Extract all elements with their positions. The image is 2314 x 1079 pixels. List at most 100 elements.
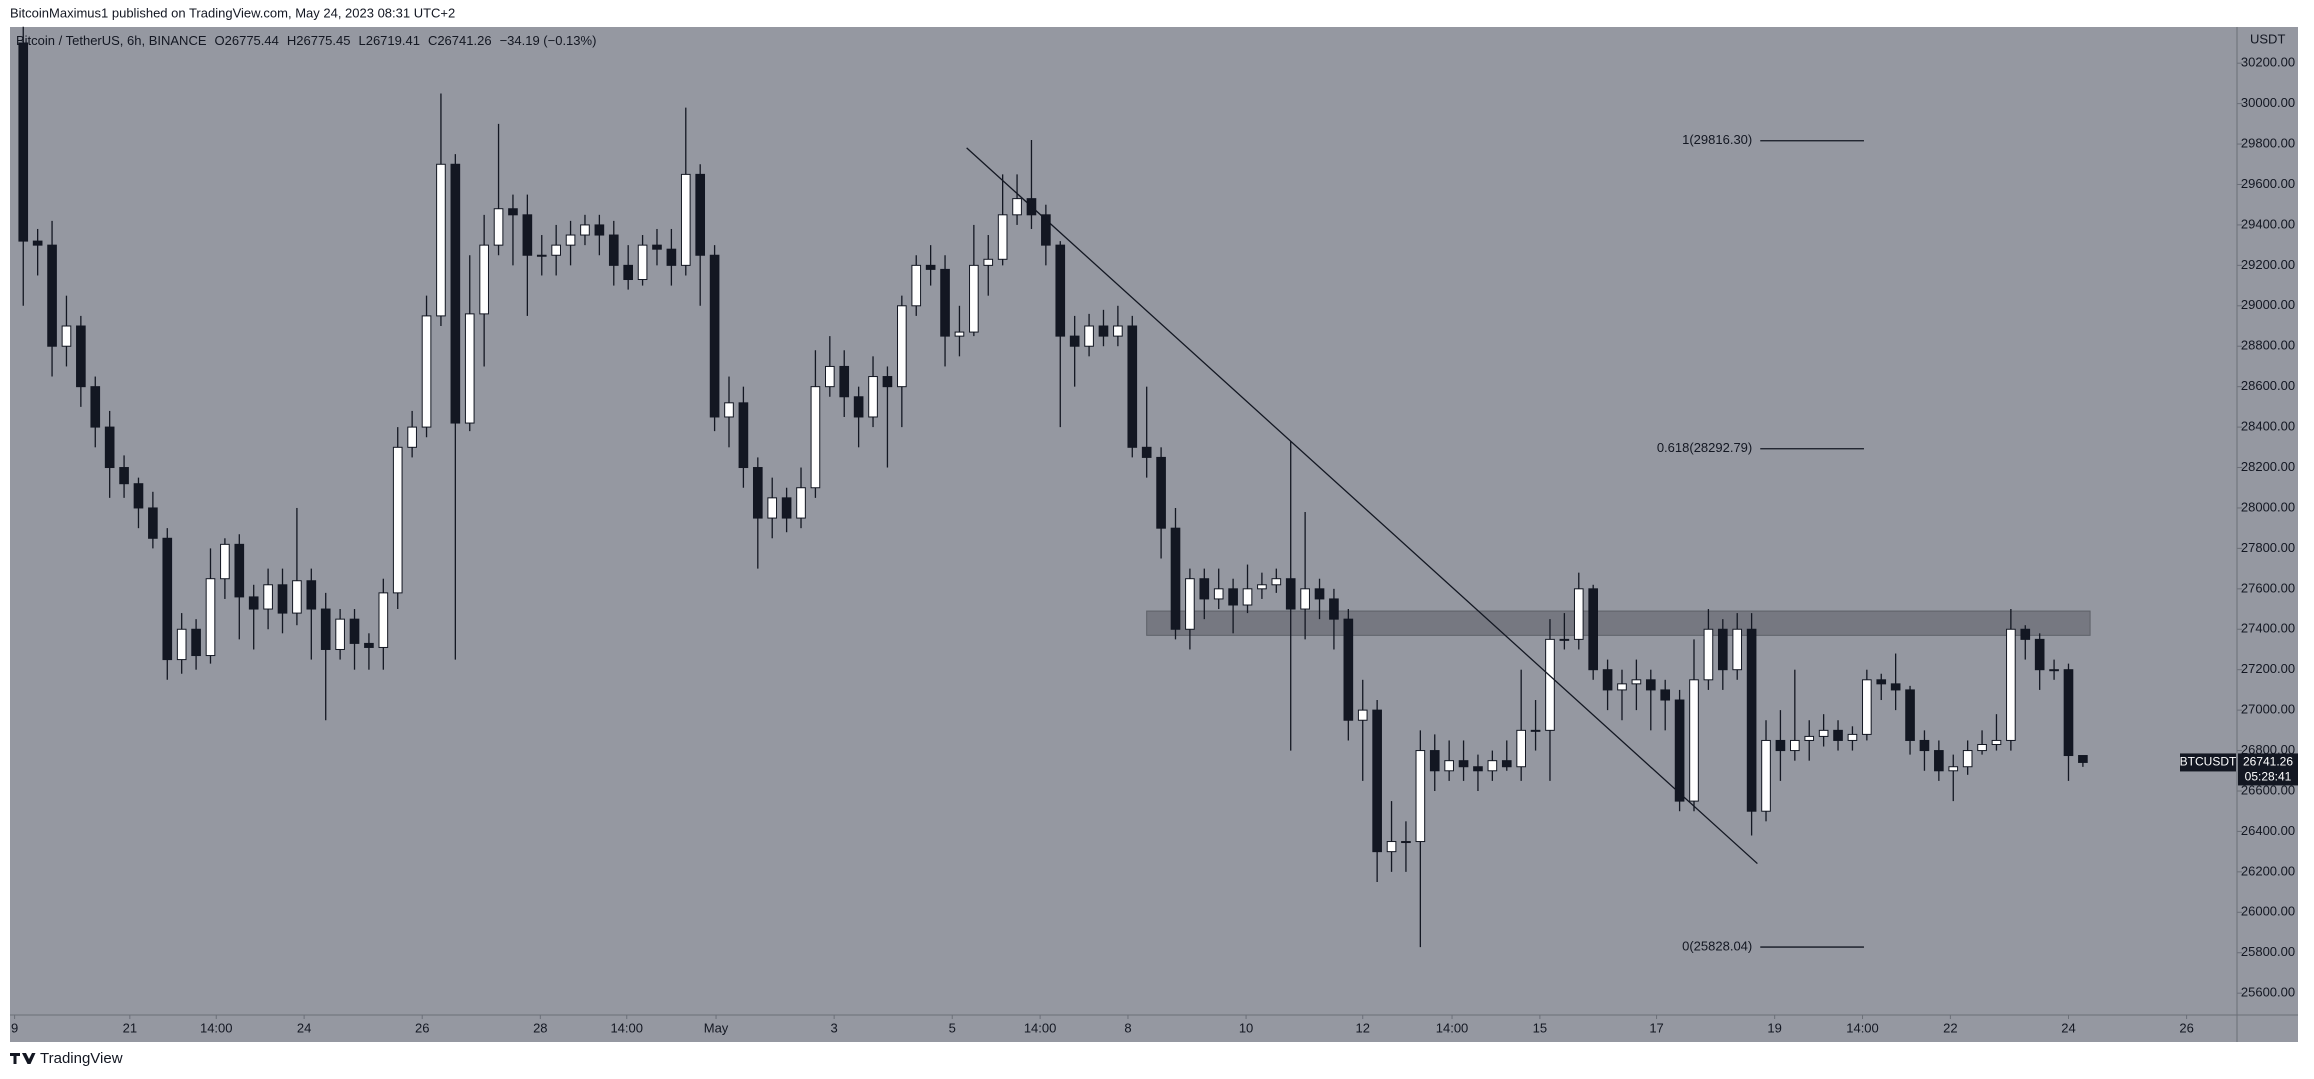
candle-body (868, 376, 878, 418)
candle-body (1905, 689, 1915, 741)
candle-body (1919, 739, 1930, 752)
candle-body (1818, 729, 1829, 737)
candle-body (1170, 527, 1181, 630)
candle-body (666, 248, 677, 266)
candle-body (277, 584, 288, 614)
symbol: Bitcoin / TetherUS, 6h, BINANCE (16, 33, 207, 48)
candle-body (306, 580, 317, 610)
candle-body (421, 315, 432, 428)
candle-body (1055, 244, 1066, 337)
currency: USDT (2250, 31, 2285, 46)
candle-body (1761, 739, 1771, 812)
ohlc-value: H26775.45 (287, 33, 351, 48)
candle-body (450, 163, 461, 424)
candle-body (392, 446, 403, 594)
candle-body (90, 386, 101, 428)
candle-body (695, 173, 706, 256)
candle-body (191, 628, 201, 657)
y-tick-label: 29200.00 (2241, 257, 2295, 272)
y-tick-label: 26800.00 (2241, 742, 2295, 757)
candle-body (1300, 588, 1310, 610)
candle-body (2049, 669, 2059, 672)
footer: TradingView (40, 1050, 123, 1067)
candle-body (61, 325, 72, 347)
candle-body (1314, 588, 1325, 600)
candle-body (969, 264, 979, 333)
candle-body (1429, 750, 1440, 772)
candle-body (752, 467, 763, 519)
y-tick-label: 25800.00 (2241, 944, 2295, 959)
x-tick-label: 8 (1124, 1020, 1131, 1035)
candle-body (1084, 325, 1094, 347)
candle-body (2078, 755, 2088, 763)
candle-body (1573, 588, 1584, 640)
candle-body (1545, 638, 1555, 731)
candle-body (1890, 683, 1901, 691)
candle-body (1041, 214, 1051, 246)
candle-body (248, 596, 259, 610)
y-tick-label: 30200.00 (2241, 55, 2295, 70)
y-tick-label: 30000.00 (2241, 95, 2295, 110)
candle-body (1415, 750, 1426, 843)
y-tick-label: 28600.00 (2241, 378, 2295, 393)
candle-body (2020, 628, 2031, 640)
candle-body (1746, 628, 1757, 812)
candle-body (1069, 335, 1080, 347)
candle-body (1458, 760, 1469, 768)
candle-body (1257, 584, 1267, 590)
candle-body (1703, 628, 1714, 681)
x-tick-label: 14:00 (610, 1020, 643, 1035)
x-tick-label: 10 (1239, 1020, 1253, 1035)
candle-body (119, 467, 129, 485)
candle-body (637, 244, 648, 281)
candle-body (378, 592, 389, 648)
candle-body (508, 208, 518, 216)
candle-body (983, 258, 994, 266)
candle-body (1732, 628, 1743, 671)
candle-body (1242, 588, 1253, 606)
candle-body (1790, 739, 1800, 752)
candle-body (1098, 325, 1109, 337)
fib-label: 0(25828.04) (1682, 939, 1752, 954)
candle-body (1833, 729, 1843, 741)
candle-body (810, 386, 821, 489)
candle-body (2034, 638, 2045, 671)
y-tick-label: 26400.00 (2241, 823, 2295, 838)
price-box (2238, 753, 2298, 786)
candle-body (1934, 750, 1944, 772)
x-tick-label: 17 (1649, 1020, 1663, 1035)
candle-body (709, 254, 720, 418)
x-tick-label: 24 (297, 1020, 311, 1035)
candle-body (594, 224, 605, 236)
candle-body (1285, 578, 1296, 610)
candle-body (1775, 739, 1786, 752)
x-tick-label: 5 (949, 1020, 956, 1035)
candle-body (551, 244, 561, 256)
x-tick-label: 3 (831, 1020, 838, 1035)
candle-body (1343, 618, 1354, 721)
candle-body (18, 42, 29, 242)
y-tick-label: 28200.00 (2241, 459, 2295, 474)
y-tick-label: 26000.00 (2241, 904, 2295, 919)
candle-body (32, 240, 43, 246)
y-tick-label: 25600.00 (2241, 985, 2295, 1000)
candle-body (825, 365, 835, 388)
candle-body (1588, 588, 1599, 671)
candle-body (364, 642, 374, 648)
candle-body (1213, 588, 1224, 600)
x-tick-label: 14:00 (200, 1020, 233, 1035)
candle-body (623, 264, 633, 281)
candle-body (1660, 689, 1671, 701)
candle-body (1847, 733, 1858, 741)
candle-body (925, 264, 936, 270)
candle-body (1501, 760, 1512, 768)
ohlc-value: −34.19 (−0.13%) (500, 33, 597, 48)
candle-body (1602, 669, 1613, 691)
x-tick-label: 14:00 (1436, 1020, 1469, 1035)
candle-body (1991, 739, 2002, 745)
candle-body (1977, 743, 1987, 752)
candle-body (1401, 841, 1411, 844)
candle-body (781, 497, 792, 519)
candle-body (1689, 679, 1699, 802)
